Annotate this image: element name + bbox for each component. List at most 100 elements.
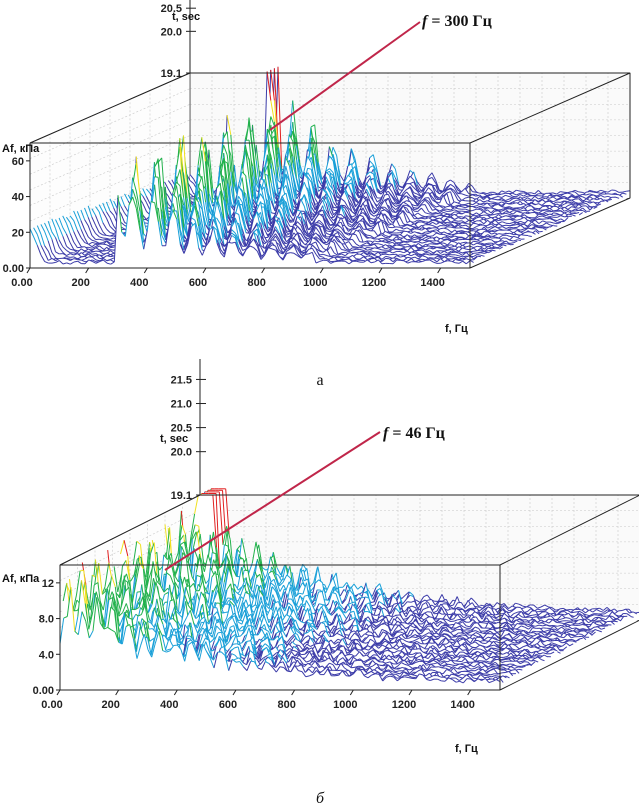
trace-line (479, 220, 485, 225)
trace-line (447, 223, 452, 225)
trace-line (458, 220, 462, 222)
trace-line (259, 183, 265, 201)
trace-line (369, 187, 375, 196)
trace-line (277, 153, 283, 180)
trace-line (422, 245, 426, 248)
trace-line (270, 156, 276, 175)
trace-line (377, 216, 382, 221)
trace-line (388, 231, 393, 234)
trace-line (443, 211, 448, 215)
trace-line (359, 214, 364, 217)
trace-line (457, 208, 462, 210)
trace-line (494, 202, 499, 206)
trace-line (348, 225, 353, 228)
trace-line (292, 130, 297, 160)
trace-line (480, 218, 485, 221)
trace-line (332, 172, 338, 188)
trace-line (365, 183, 371, 191)
trace-line (391, 172, 396, 190)
trace-line (310, 178, 316, 195)
trace-line (282, 202, 287, 224)
trace-line (270, 116, 275, 127)
trace-line (384, 220, 390, 226)
trace-line (409, 186, 415, 193)
trace-line (549, 216, 554, 218)
trace-line (431, 190, 437, 198)
trace-line (362, 191, 367, 196)
trace-line (226, 183, 232, 218)
trace-line (416, 184, 422, 192)
trace-line (105, 217, 111, 227)
trace-line (512, 189, 517, 194)
trace-line (325, 209, 331, 217)
trace-line (318, 199, 324, 207)
trace-line (596, 193, 601, 197)
trace-line (571, 202, 576, 206)
trace-line (120, 196, 126, 207)
trace-line (413, 179, 418, 189)
trace-line (442, 189, 448, 195)
trace-line (432, 208, 437, 211)
trace-line (248, 122, 254, 153)
trace-line (398, 201, 404, 208)
trace-line (498, 226, 503, 228)
trace-line (124, 193, 129, 202)
trace-line (490, 209, 496, 214)
trace-line (494, 196, 499, 198)
trace-line (201, 137, 206, 162)
trace-line (355, 214, 360, 224)
trace-line (409, 175, 415, 181)
trace-line (241, 191, 247, 216)
trace-line (546, 222, 551, 226)
trace-line (542, 226, 547, 229)
trace-line (109, 198, 115, 209)
trace-line (314, 170, 319, 192)
trace-line (310, 157, 316, 172)
trace-line (450, 187, 455, 191)
trace-line (365, 171, 371, 176)
trace-line (472, 220, 477, 224)
trace-line (245, 232, 250, 234)
trace-line (267, 201, 272, 221)
trace-line (266, 71, 272, 101)
trace-line (373, 173, 378, 190)
trace-line (483, 226, 489, 232)
trace-line (369, 195, 375, 202)
trace-line (443, 213, 448, 217)
trace-line (535, 226, 540, 229)
trace-line (505, 212, 510, 215)
trace-line (490, 204, 495, 207)
trace-line (483, 193, 488, 197)
trace-line (545, 209, 550, 211)
trace-line (560, 210, 565, 214)
trace-line (509, 213, 514, 216)
trace-line (352, 252, 357, 254)
trace-line (582, 193, 587, 196)
trace-line (358, 180, 363, 188)
trace-line (479, 214, 484, 217)
trace-line (321, 171, 327, 192)
trace-line (560, 207, 565, 212)
trace-line (413, 204, 418, 207)
trace-line (476, 233, 481, 237)
trace-line (421, 231, 426, 235)
trace-line (491, 221, 496, 226)
trace-line (288, 159, 294, 178)
trace-line (405, 175, 411, 182)
trace-line (538, 215, 543, 217)
trace-line (362, 216, 368, 225)
trace-line (403, 224, 408, 228)
trace-line (351, 219, 357, 224)
trace-line (523, 209, 528, 212)
trace-line (542, 205, 547, 208)
trace-line (542, 214, 547, 217)
trace-line (295, 141, 301, 167)
trace-line (564, 206, 569, 210)
trace-line (508, 193, 514, 197)
trace-line (351, 202, 356, 212)
trace-line (453, 186, 459, 194)
trace-line (552, 192, 557, 195)
trace-line (273, 100, 279, 148)
trace-line (417, 200, 422, 207)
trace-line (494, 233, 500, 236)
